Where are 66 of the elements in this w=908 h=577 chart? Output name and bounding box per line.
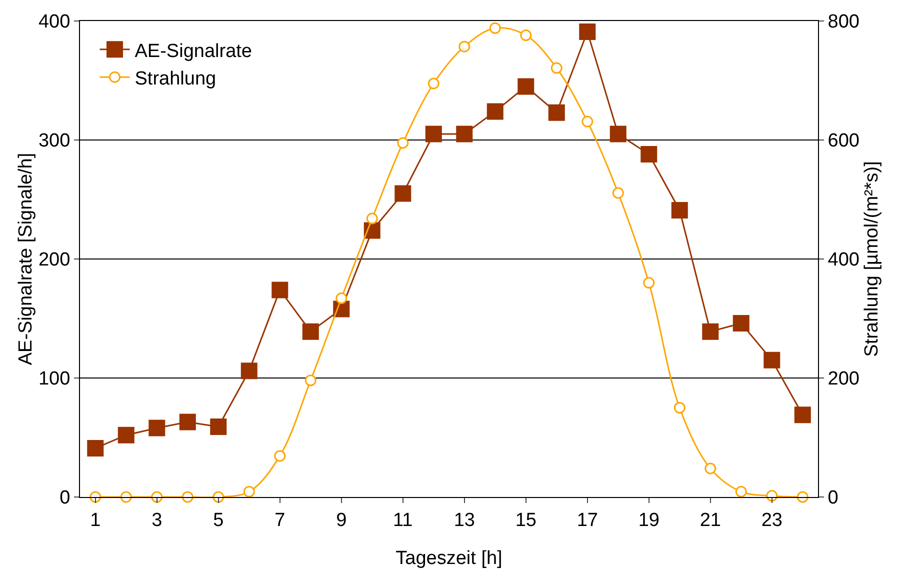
point [210, 418, 227, 436]
y2-tick-label: 600 [828, 130, 860, 152]
point [674, 402, 686, 414]
point [428, 78, 440, 90]
point [272, 282, 288, 298]
point [240, 362, 258, 380]
y-tick-label: 0 [60, 488, 70, 509]
point [489, 22, 501, 34]
point [643, 277, 655, 289]
y-tick-label: 200 [38, 250, 70, 271]
point [87, 440, 104, 456]
y-tick-label: 300 [38, 130, 70, 152]
point [425, 126, 442, 142]
point [582, 116, 594, 128]
point [612, 187, 624, 199]
point [274, 450, 286, 462]
point [397, 137, 409, 149]
point [486, 103, 504, 120]
point [735, 486, 747, 498]
point [458, 40, 470, 52]
y-axis-title: AE-Signalrate [Signale/h] [15, 152, 36, 366]
point [764, 352, 780, 368]
y2-tick-label: 400 [828, 250, 860, 271]
point [336, 292, 348, 304]
point [456, 126, 473, 142]
point [520, 30, 532, 42]
point [304, 374, 316, 386]
point [179, 414, 196, 430]
x-tick-label: 3 [152, 510, 162, 531]
x-axis-title: Tageszeit [h] [396, 548, 502, 569]
point [610, 126, 626, 142]
point [518, 78, 534, 95]
y2-tick-label: 800 [828, 12, 860, 33]
y2-tick-label: 200 [828, 368, 860, 390]
point [243, 486, 255, 498]
point [579, 23, 596, 40]
point [640, 146, 658, 163]
x-tick-label: 9 [336, 510, 347, 531]
y-tick-label: 400 [38, 12, 70, 33]
legend-label: Strahlung [134, 68, 216, 90]
x-tick-label: 19 [638, 510, 660, 531]
x-tick-label: 5 [213, 510, 224, 531]
x-tick-label: 11 [393, 510, 413, 531]
point [148, 420, 166, 436]
point [671, 202, 688, 218]
x-tick-label: 13 [454, 510, 475, 531]
x-tick-label: 21 [700, 510, 721, 531]
legend-label: AE-Signalrate [134, 40, 252, 62]
point [732, 315, 750, 332]
x-tick-label: 7 [274, 510, 286, 531]
y-tick-label: 100 [38, 368, 70, 390]
y2-axis-title: Strahlung [µmol/(m²*s)] [862, 161, 883, 357]
y2-tick-label: 0 [828, 488, 838, 509]
point [118, 426, 134, 444]
point [550, 62, 562, 74]
point [394, 185, 412, 202]
point [302, 323, 319, 340]
point [704, 462, 716, 474]
point [366, 212, 378, 224]
x-tick-label: 17 [576, 510, 598, 531]
point [548, 104, 565, 121]
point [794, 406, 811, 424]
x-tick-label: 15 [515, 510, 536, 531]
x-tick-label: 1 [90, 510, 101, 531]
x-tick-label: 23 [761, 510, 782, 531]
point [702, 323, 719, 340]
